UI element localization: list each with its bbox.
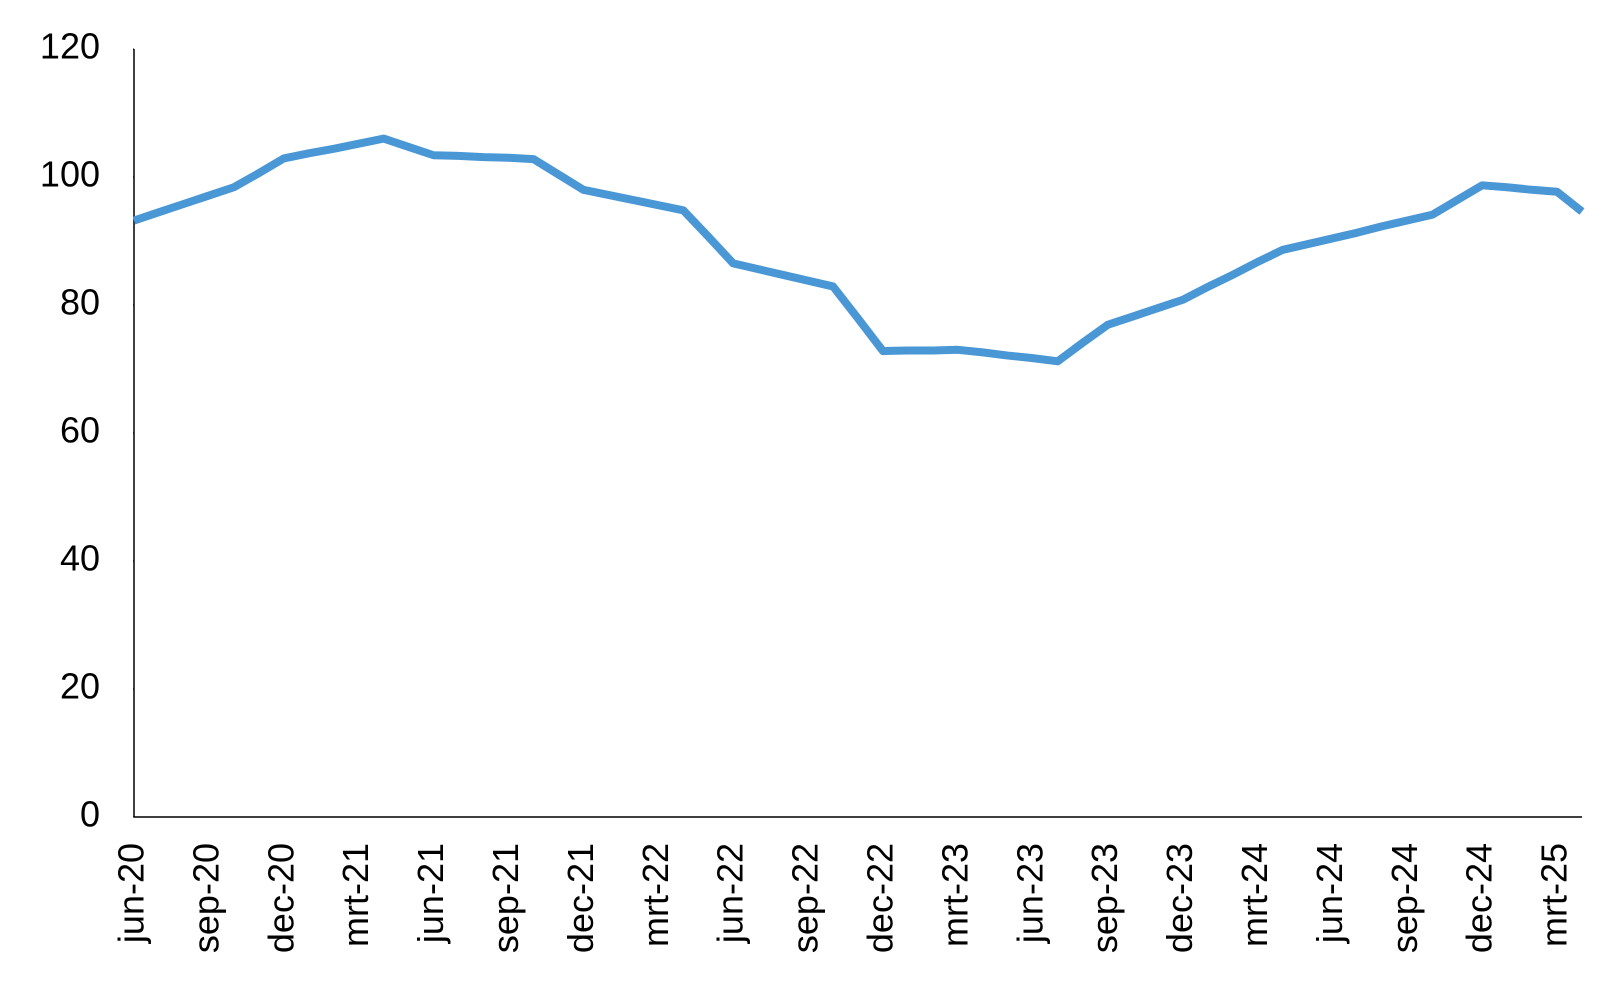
x-tick-label: sep-23	[1084, 843, 1125, 953]
x-tick-label: dec-22	[859, 843, 900, 953]
x-tick-label: dec-23	[1159, 843, 1200, 953]
x-tick-label: jun-20	[111, 843, 152, 944]
x-tick-label: sep-20	[185, 843, 226, 953]
y-tick-label: 80	[60, 282, 100, 323]
x-tick-label: sep-22	[785, 843, 826, 953]
y-tick-label: 0	[80, 794, 100, 835]
x-tick-label: dec-24	[1459, 843, 1500, 953]
x-tick-label: jun-22	[710, 843, 751, 944]
x-tick-label: jun-23	[1009, 843, 1050, 944]
x-tick-label: sep-24	[1384, 843, 1425, 953]
x-tick-label: jun-21	[410, 843, 451, 944]
x-tick-label: mrt-21	[335, 843, 376, 947]
data-line	[132, 134, 1585, 366]
x-tick-label: mrt-23	[934, 843, 975, 947]
x-tick-label: mrt-22	[635, 843, 676, 947]
x-tick-label: mrt-25	[1534, 843, 1575, 947]
x-tick-label: sep-21	[485, 843, 526, 953]
y-tick-label: 100	[40, 154, 100, 195]
y-tick-label: 40	[60, 538, 100, 579]
y-tick-label: 120	[40, 26, 100, 67]
x-tick-label: dec-20	[260, 843, 301, 953]
x-tick-label: mrt-24	[1234, 843, 1275, 947]
y-tick-label: 60	[60, 410, 100, 451]
x-tick-label: jun-24	[1309, 843, 1350, 944]
x-tick-label: dec-21	[560, 843, 601, 953]
y-tick-label: 20	[60, 666, 100, 707]
